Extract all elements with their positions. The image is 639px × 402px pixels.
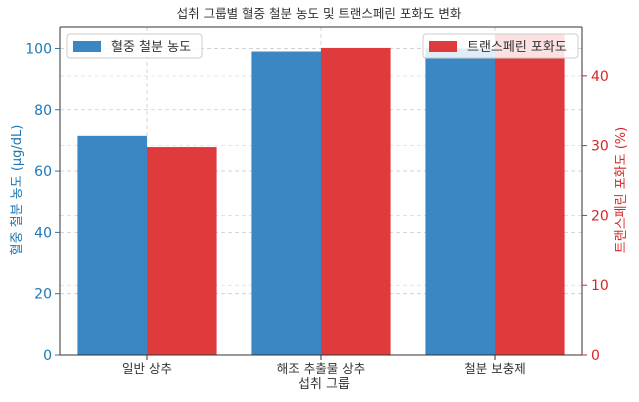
legend-swatch xyxy=(73,41,101,52)
legend-right: 트랜스페린 포화도 xyxy=(422,33,579,59)
x-tick-label: 철분 보충제 xyxy=(464,361,525,376)
bars xyxy=(77,33,565,356)
y-right-axis-title: 트랜스페린 포화도 (%) xyxy=(614,127,629,253)
y-left-tick-label: 100 xyxy=(25,41,52,57)
bar-혈중-철분-농도-1 xyxy=(251,51,321,355)
axes: 0 20 40 60 80 100 0 10 20 30 40 일반 상추 해조 추출물 상추 철분 보충… xyxy=(25,26,609,376)
legend-box xyxy=(422,33,579,59)
bar-혈중-철분-농도-2 xyxy=(425,48,495,355)
bar-혈중-철분-농도-0 xyxy=(77,135,147,355)
chart-title: 섭취 그룹별 혈중 철분 농도 및 트랜스페린 포화도 변화 xyxy=(177,6,462,21)
bar-트랜스페린-포화도-1 xyxy=(321,47,391,356)
y-left-axis-title: 혈중 철분 농도 (μg/dL) xyxy=(10,125,25,256)
legend-swatch xyxy=(429,41,457,52)
bar-트랜스페린-포화도-2 xyxy=(495,33,565,355)
x-tick-label: 해조 추출물 상추 xyxy=(277,361,365,376)
legend-label: 혈중 철분 농도 xyxy=(111,40,191,55)
x-axis-title: 섭취 그룹 xyxy=(298,377,350,392)
legend-label: 트랜스페린 포화도 xyxy=(467,40,567,55)
y-right-tick-label: 40 xyxy=(591,69,609,85)
y-right-tick-label: 30 xyxy=(591,139,609,155)
y-right-tick-label: 0 xyxy=(591,348,600,364)
y-left-tick-label: 20 xyxy=(34,287,52,303)
bar-트랜스페린-포화도-0 xyxy=(147,147,217,355)
y-left-tick-label: 0 xyxy=(43,348,52,364)
y-left-tick-label: 40 xyxy=(34,225,52,241)
x-tick-label: 일반 상추 xyxy=(122,361,172,376)
y-right-tick-label: 20 xyxy=(591,208,609,224)
y-left-tick-label: 80 xyxy=(34,103,52,119)
legends: 혈중 철분 농도 트랜스페린 포화도 xyxy=(66,33,579,59)
y-right-tick-label: 10 xyxy=(591,278,609,294)
y-left-tick-label: 60 xyxy=(34,164,52,180)
legend-left: 혈중 철분 농도 xyxy=(66,33,203,59)
